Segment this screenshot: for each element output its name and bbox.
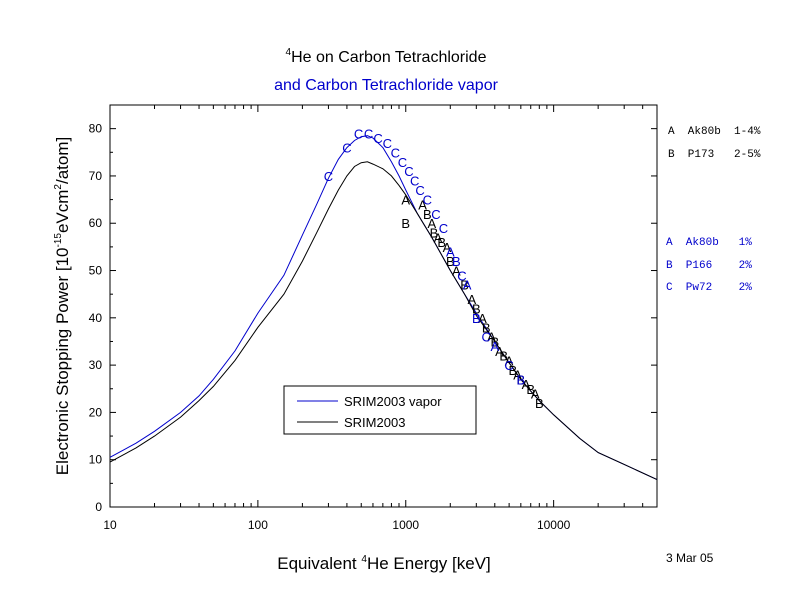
- data-marker-blue: C: [404, 164, 413, 179]
- ref-black-b: B P173 2-5%: [668, 149, 761, 161]
- data-marker-blue: C: [364, 126, 373, 141]
- references-blue: A Ak80b 1% B P166 2% C Pw72 2%: [666, 237, 752, 294]
- data-marker-blue: C: [324, 169, 333, 184]
- data-marker-blue: B: [452, 254, 461, 269]
- data-marker-black: A: [401, 193, 410, 208]
- legend-label-vapor: SRIM2003 vapor: [344, 394, 442, 409]
- y-tick-label: 40: [89, 311, 103, 325]
- legend-label-solid: SRIM2003: [344, 415, 405, 430]
- data-marker-black: A: [505, 353, 514, 368]
- x-tick-label: 10000: [537, 518, 571, 532]
- data-marker-black: B: [460, 278, 469, 293]
- data-marker-black: B: [446, 254, 455, 269]
- plot-frame: [109, 104, 658, 508]
- ref-blue-c: C Pw72 2%: [666, 282, 752, 294]
- data-marker-blue: C: [398, 155, 407, 170]
- data-marker-blue: C: [439, 221, 448, 236]
- ref-black-a: A Ak80b 1-4%: [668, 126, 761, 138]
- y-tick-label: 20: [89, 405, 103, 419]
- chart-title-main: He on Carbon Tetrachloride: [291, 49, 486, 66]
- data-marker-blue: C: [431, 207, 440, 222]
- data-marker-black: B: [516, 372, 525, 387]
- data-marker-black: B: [526, 382, 535, 397]
- data-marker-blue: B: [516, 372, 525, 387]
- series-solid-line: [109, 161, 658, 481]
- y-tick-label: 60: [89, 216, 103, 230]
- legend-box: [283, 385, 477, 435]
- data-marker-blue: C: [415, 183, 424, 198]
- chart-title-line1: 4He on Carbon Tetrachloride: [286, 47, 487, 66]
- data-marker-black: A: [418, 197, 427, 212]
- data-marker-blue: A: [463, 278, 472, 293]
- date-stamp: 3 Mar 05: [666, 551, 714, 565]
- data-marker-black: B: [437, 235, 446, 250]
- data-marker-black: B: [401, 216, 410, 231]
- data-marker-blue: C: [410, 174, 419, 189]
- data-marker-blue: C: [391, 145, 400, 160]
- data-marker-black: B: [430, 226, 439, 241]
- chart-title-sup: 4: [286, 47, 292, 58]
- data-marker-black: A: [452, 264, 461, 279]
- data-marker-black: B: [509, 363, 518, 378]
- data-marker-blue: C: [342, 141, 351, 156]
- data-marker-blue: C: [504, 358, 513, 373]
- x-axis-label: Equivalent 4He Energy [keV]: [277, 554, 490, 573]
- ref-blue-b: B P166 2%: [666, 260, 752, 272]
- data-marker-blue: C: [373, 131, 382, 146]
- data-marker-black: A: [531, 386, 540, 401]
- data-marker-black: A: [495, 344, 504, 359]
- data-marker-blue: A: [490, 339, 499, 354]
- chart-title-line2: and Carbon Tetrachloride vapor: [274, 77, 499, 94]
- data-marker-black: B: [535, 396, 544, 411]
- x-tick-label: 1000: [392, 518, 419, 532]
- data-marker-black: A: [427, 216, 436, 231]
- data-marker-black: B: [423, 207, 432, 222]
- data-marker-black: B: [499, 349, 508, 364]
- y-tick-label: 70: [89, 169, 103, 183]
- data-marker-blue: C: [383, 136, 392, 151]
- data-marker-black: A: [468, 292, 477, 307]
- y-tick-label: 80: [89, 122, 103, 136]
- y-tick-label: 10: [89, 453, 103, 467]
- data-marker-black: B: [482, 320, 491, 335]
- data-marker-black: B: [490, 334, 499, 349]
- ref-blue-a: A Ak80b 1%: [666, 237, 752, 249]
- data-marker-black: A: [478, 311, 487, 326]
- data-marker-black: B: [472, 301, 481, 316]
- data-curves: [109, 135, 658, 481]
- legend: SRIM2003 vapor SRIM2003: [283, 385, 477, 435]
- data-marker-blue: C: [482, 330, 491, 345]
- data-marker-blue: C: [354, 126, 363, 141]
- data-marker-blue: C: [457, 268, 466, 283]
- y-axis-label: Electronic Stopping Power [10-15eVcm2/at…: [53, 137, 72, 475]
- y-tick-label: 0: [95, 500, 102, 514]
- x-tick-label: 100: [248, 518, 268, 532]
- data-marker-black: A: [522, 377, 531, 392]
- references-black: A Ak80b 1-4% B P173 2-5%: [668, 126, 761, 161]
- data-marker-black: A: [434, 230, 443, 245]
- y-tick-label: 30: [89, 358, 103, 372]
- data-marker-black: A: [443, 240, 452, 255]
- y-tick-label: 50: [89, 264, 103, 278]
- data-marker-blue: B: [472, 311, 481, 326]
- data-marker-black: A: [487, 330, 496, 345]
- x-tick-label: 10: [103, 518, 117, 532]
- data-marker-black: A: [513, 368, 522, 383]
- data-marker-blue: C: [423, 193, 432, 208]
- data-marker-blue: A: [446, 245, 455, 260]
